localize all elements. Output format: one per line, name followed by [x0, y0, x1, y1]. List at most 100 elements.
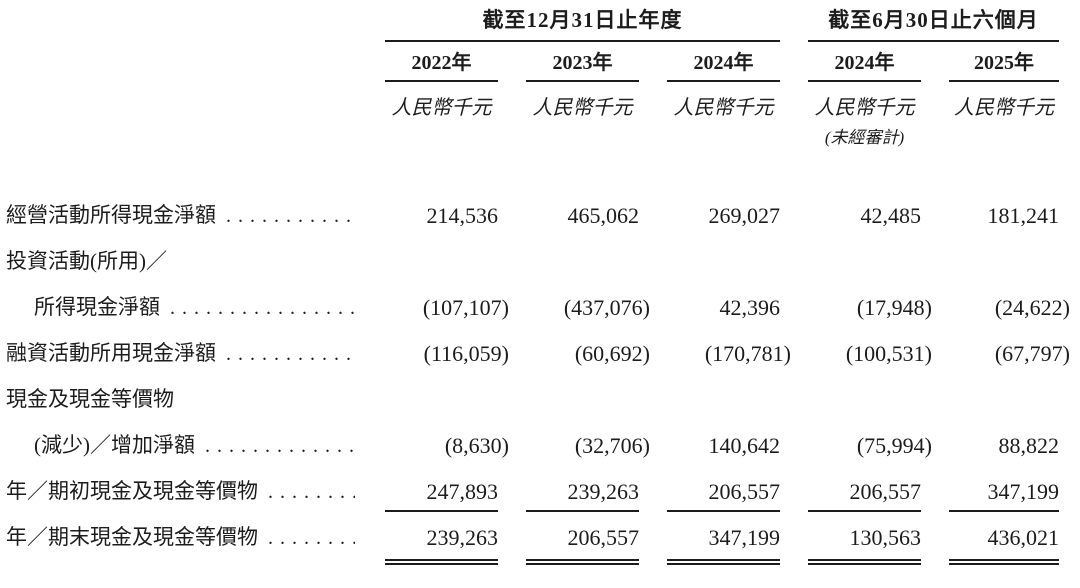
table-cell: 206,557	[667, 478, 780, 512]
cell-value: (24,622)	[994, 295, 1070, 320]
table-cell: 436,021	[949, 524, 1060, 565]
table-cell: (107,107)	[385, 294, 509, 321]
table-header-groups: 截至12月31日止年度 截至6月30日止六個月	[6, 9, 1080, 42]
cell-value: 269,027	[708, 203, 781, 228]
unit-label: 人民幣千元	[391, 97, 492, 119]
cell-value: 181,241	[987, 203, 1060, 228]
table-row: 融資活動所用現金淨額..............................…	[6, 340, 1080, 386]
cell-value: 140,642	[708, 433, 781, 458]
cell-value: (8,630)	[444, 433, 509, 458]
table-cell: 42,485	[808, 202, 922, 229]
cell-value: (437,076)	[563, 295, 650, 320]
row-label: 所得現金淨額	[34, 295, 160, 319]
table-cell: 239,263	[385, 524, 499, 565]
table-row: 現金及現金等價物	[6, 386, 1080, 432]
column-header-2024: 2024年	[667, 53, 780, 82]
table-cell: (437,076)	[526, 294, 650, 321]
cell-value: 214,536	[426, 203, 499, 228]
row-label-cell: 投資活動(所用)／	[6, 248, 357, 275]
table-row: 年／期末現金及現金等價物............................…	[6, 524, 1080, 570]
cell-value: 239,263	[567, 479, 640, 504]
table-row: 年／期初現金及現金等價物............................…	[6, 478, 1080, 524]
cell-value: 436,021	[987, 525, 1060, 550]
column-header-2022: 2022年	[385, 53, 498, 82]
table-cell: 130,563	[808, 524, 922, 565]
cell-value: 130,563	[849, 525, 922, 550]
cell-value: (116,059)	[423, 341, 509, 366]
cell-value: (32,706)	[574, 433, 650, 458]
table-cell: 206,557	[526, 524, 640, 565]
row-label: 年／期初現金及現金等價物	[6, 479, 258, 503]
table-row: 投資活動(所用)／	[6, 248, 1080, 294]
dot-leader: ........................................…	[268, 527, 355, 549]
cell-value: 247,893	[426, 479, 499, 504]
column-header-2023: 2023年	[526, 53, 639, 82]
table-cell: 247,893	[385, 478, 498, 512]
table-cell: 214,536	[385, 202, 499, 229]
column-header-2025-interim: 2025年	[949, 53, 1059, 82]
cell-value: 42,485	[860, 203, 922, 228]
table-cell: 347,199	[667, 524, 781, 565]
row-label: 經營活動所得現金淨額	[6, 203, 216, 227]
unit-label: 人民幣千元	[954, 97, 1054, 119]
cell-value: (75,994)	[856, 433, 932, 458]
table-cell: 206,557	[808, 478, 921, 512]
table-cell: (24,622)	[949, 294, 1070, 321]
table-cell: (75,994)	[808, 432, 932, 459]
dot-leader: ........................................…	[170, 297, 355, 319]
table-cell: (116,059)	[385, 340, 509, 367]
dot-leader: ........................................…	[226, 205, 355, 227]
dot-leader: ........................................…	[205, 435, 355, 457]
column-header-2024-interim: 2024年	[808, 53, 921, 82]
table-cell: 347,199	[949, 478, 1059, 512]
cell-value: (67,797)	[994, 341, 1070, 366]
column-group-interim: 截至6月30日止六個月	[808, 9, 1059, 42]
dot-leader: ........................................…	[226, 343, 355, 365]
table-cell: 181,241	[949, 202, 1060, 229]
cell-value: 88,822	[998, 433, 1060, 458]
table-header-note: (未經審計)	[6, 128, 1080, 148]
row-label-cell: 經營活動所得現金淨額..............................…	[6, 202, 357, 230]
cell-value: (170,781)	[704, 341, 791, 366]
row-label-cell: 年／期末現金及現金等價物............................…	[6, 524, 357, 552]
cell-value: 206,557	[708, 479, 781, 504]
row-label-cell: 現金及現金等價物	[6, 386, 357, 413]
unit-label: 人民幣千元	[673, 97, 774, 119]
row-label-cell: (減少)／增加淨額...............................…	[6, 432, 357, 460]
cell-value: (100,531)	[845, 341, 932, 366]
table-cell: (60,692)	[526, 340, 650, 367]
dot-leader: ........................................…	[268, 481, 355, 503]
cell-value: 206,557	[567, 525, 640, 550]
table-body: 經營活動所得現金淨額..............................…	[6, 202, 1080, 570]
table-row: 所得現金淨額..................................…	[6, 294, 1080, 340]
row-label: 年／期末現金及現金等價物	[6, 525, 258, 549]
table-cell: (100,531)	[808, 340, 932, 367]
table-cell: 269,027	[667, 202, 781, 229]
cell-value: 206,557	[849, 479, 922, 504]
table-header-years: 2022年 2023年 2024年 2024年 2025年	[6, 53, 1080, 82]
table-cell: (8,630)	[385, 432, 509, 459]
table-cell: (67,797)	[949, 340, 1070, 367]
table-cell: 140,642	[667, 432, 781, 459]
table-row: 經營活動所得現金淨額..............................…	[6, 202, 1080, 248]
unit-label: 人民幣千元	[814, 97, 915, 119]
column-group-annual: 截至12月31日止年度	[385, 9, 780, 42]
row-label-cell: 融資活動所用現金淨額..............................…	[6, 340, 357, 368]
unit-label: 人民幣千元	[532, 97, 633, 119]
row-label-cell: 所得現金淨額..................................…	[6, 294, 357, 322]
unaudited-note: (未經審計)	[824, 128, 905, 147]
cell-value: (107,107)	[422, 295, 509, 320]
row-label: 投資活動(所用)／	[6, 249, 167, 273]
table-cell: (170,781)	[667, 340, 791, 367]
row-label-cell: 年／期初現金及現金等價物............................…	[6, 478, 357, 506]
cell-value: (17,948)	[856, 295, 932, 320]
table-cell: 239,263	[526, 478, 639, 512]
table-cell: (17,948)	[808, 294, 932, 321]
cell-value: 42,396	[719, 295, 781, 320]
cell-value: 347,199	[987, 479, 1060, 504]
table-row: (減少)／增加淨額...............................…	[6, 432, 1080, 478]
cell-value: 239,263	[426, 525, 499, 550]
cell-value: 347,199	[708, 525, 781, 550]
row-label: 融資活動所用現金淨額	[6, 341, 216, 365]
